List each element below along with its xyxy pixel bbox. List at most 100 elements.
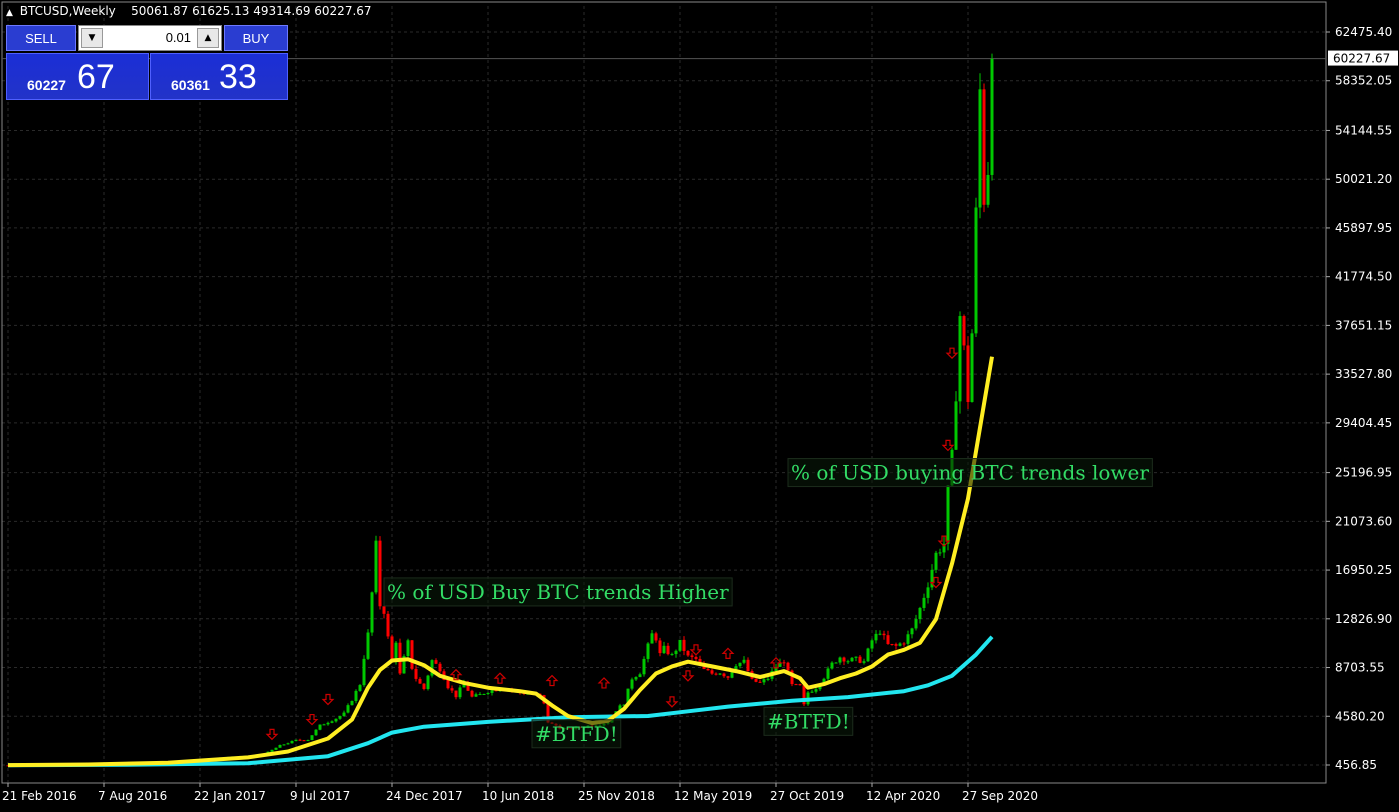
candle-bear	[434, 660, 438, 664]
candle-bull	[474, 694, 478, 697]
down-arrow-marker	[941, 439, 955, 452]
candle-bull	[482, 693, 486, 695]
down-arrow-marker	[305, 713, 319, 726]
collapse-triangle-icon[interactable]: ▲	[6, 8, 13, 18]
grid	[2, 6, 1326, 783]
down-arrow-marker	[937, 535, 951, 547]
candle-bull	[278, 745, 282, 748]
lot-size-field[interactable]: ▼ 0.01 ▲	[78, 25, 222, 51]
x-tick-label: 25 Nov 2018	[578, 789, 655, 803]
candle-bull	[318, 724, 322, 730]
x-tick-label: 12 Apr 2020	[866, 789, 940, 803]
candle-bull	[990, 58, 994, 175]
candle-bear	[386, 613, 390, 637]
candle-bull	[850, 657, 854, 662]
annotation-text: #BTFD!	[535, 722, 618, 746]
buy-button[interactable]: BUY	[224, 25, 288, 51]
candle-bull	[918, 607, 922, 620]
candle-bear	[982, 89, 986, 205]
sell-button[interactable]: SELL	[6, 25, 76, 51]
candle-bear	[382, 606, 386, 614]
candle-bear	[298, 739, 302, 741]
moving-average-fast	[7, 356, 994, 768]
y-tick-label: 21073.60	[1335, 514, 1392, 528]
candle-bear	[494, 690, 498, 692]
lot-size-value[interactable]: 0.01	[165, 30, 191, 45]
candle-bear	[790, 670, 794, 685]
candle-bull	[626, 688, 630, 705]
symbol-header: ▲ BTCUSD,Weekly 50061.87 61625.13 49314.…	[6, 4, 372, 18]
current-price-label: 60227.67	[1333, 52, 1390, 66]
candle-bear	[690, 655, 694, 657]
annotation-box	[531, 719, 622, 749]
one-click-trading-panel: SELL ▼ 0.01 ▲ BUY 60227 67 60361 33	[4, 24, 290, 101]
candle-bear	[422, 683, 426, 690]
sell-quote[interactable]: 60227 67	[6, 53, 149, 100]
annotation-box	[763, 706, 854, 736]
candle-bull	[326, 722, 330, 725]
up-arrow-marker	[597, 677, 611, 689]
buy-price-pips: 33	[219, 58, 257, 96]
y-tick-label: 29404.45	[1335, 416, 1392, 430]
x-tick-label: 27 Oct 2019	[770, 789, 844, 803]
down-arrow-marker	[929, 576, 943, 589]
candle-bear	[410, 640, 414, 669]
candle-bull	[838, 657, 842, 663]
candle-bull	[622, 704, 626, 706]
down-arrow-marker	[665, 696, 679, 708]
candle-bull	[954, 401, 958, 450]
candle-bear	[758, 681, 762, 683]
candle-bull	[774, 666, 778, 672]
y-tick-label: 25196.95	[1335, 466, 1392, 480]
candle-bull	[638, 674, 642, 678]
y-tick-label: 50021.20	[1335, 172, 1392, 186]
buy-quote[interactable]: 60361 33	[150, 53, 288, 100]
candle-bull	[810, 691, 814, 693]
candle-bear	[658, 640, 662, 654]
buy-price-main: 60361	[171, 77, 210, 93]
candle-bear	[418, 678, 422, 684]
candle-bull	[630, 679, 634, 689]
candle-bear	[698, 658, 702, 664]
candle-bear	[714, 673, 718, 675]
y-tick-label: 16950.25	[1335, 563, 1392, 577]
x-tick-label: 21 Feb 2016	[2, 789, 77, 803]
x-tick-label: 12 May 2019	[674, 789, 752, 803]
lot-decrease-icon[interactable]: ▼	[81, 28, 103, 48]
candle-bear	[798, 684, 802, 686]
y-tick-label: 62475.40	[1335, 25, 1392, 39]
candle-bear	[470, 690, 474, 697]
candle-bull	[402, 656, 406, 674]
candle-bear	[666, 645, 670, 655]
annotation-text: #BTFD!	[767, 709, 850, 733]
plot-frame	[1, 1, 1327, 784]
down-arrow-marker	[681, 670, 695, 682]
candle-bull	[922, 597, 926, 608]
candle-bull	[762, 679, 766, 683]
candle-bear	[446, 679, 450, 689]
candle-bull	[662, 645, 666, 654]
y-tick-label: 54144.55	[1335, 123, 1392, 137]
candle-bear	[302, 740, 306, 742]
annotation-text: % of USD Buy BTC trends Higher	[387, 580, 729, 604]
candle-bull	[462, 682, 466, 688]
candle-bear	[842, 657, 846, 662]
candle-bear	[962, 316, 966, 346]
candle-bear	[686, 650, 690, 656]
candle-bear	[894, 644, 898, 646]
candle-bull	[310, 735, 314, 741]
candle-bull	[458, 687, 462, 698]
candle-bull	[478, 694, 482, 696]
candle-bull	[350, 700, 354, 706]
candle-bull	[322, 724, 326, 726]
candle-bear	[706, 669, 710, 671]
moving-average-slow	[7, 635, 994, 768]
candle-bear	[710, 670, 714, 674]
candle-bull	[970, 333, 974, 403]
y-tick-label: 8703.55	[1335, 661, 1385, 675]
lot-increase-icon[interactable]: ▲	[197, 28, 219, 48]
candle-bull	[290, 741, 294, 744]
candle-bear	[378, 540, 382, 607]
